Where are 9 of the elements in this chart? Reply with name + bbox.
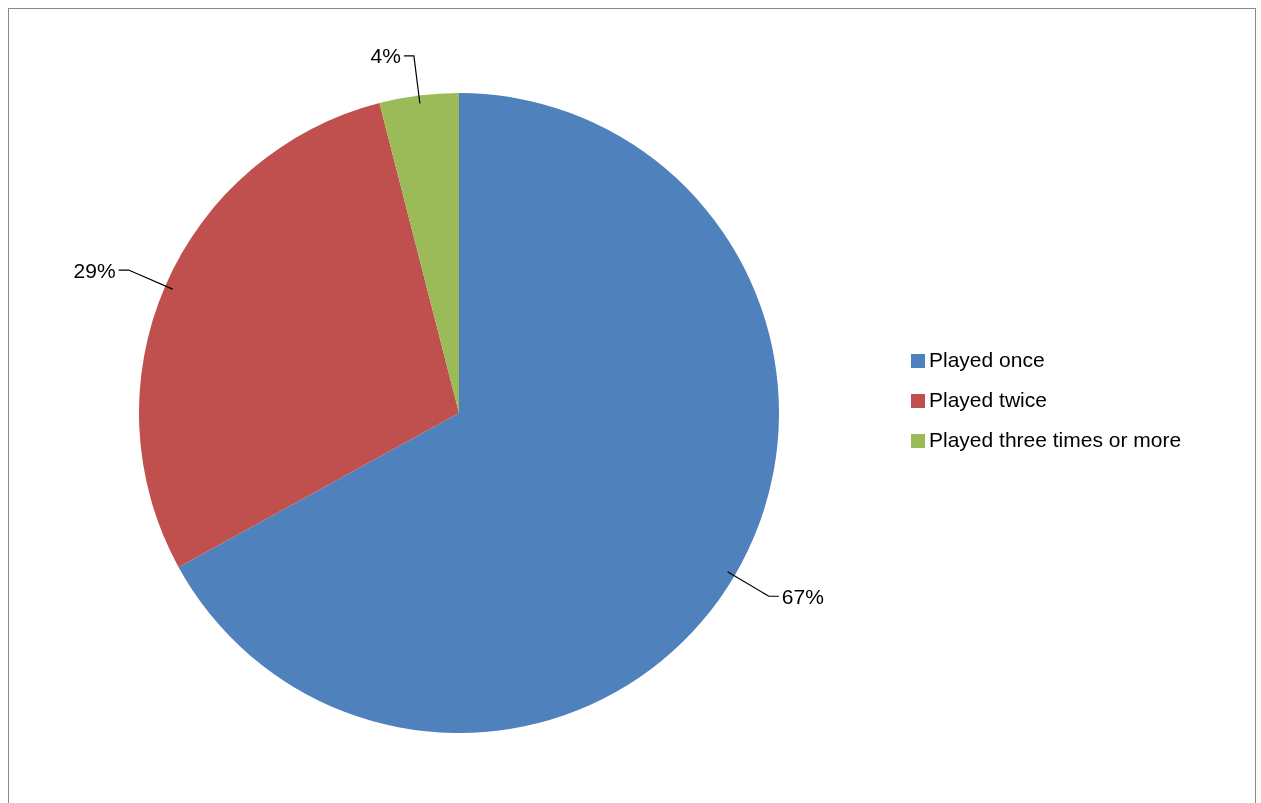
data-label: 67%: [781, 584, 824, 608]
pie-slice: [379, 93, 459, 413]
legend-label: Played twice: [929, 388, 1047, 411]
pie-slice: [139, 103, 459, 568]
data-label: 29%: [73, 258, 116, 282]
legend-label: Played once: [929, 348, 1045, 371]
pie-slice: [178, 93, 779, 733]
legend-label: Played three times or more: [929, 428, 1182, 451]
data-label: 4%: [370, 44, 401, 68]
